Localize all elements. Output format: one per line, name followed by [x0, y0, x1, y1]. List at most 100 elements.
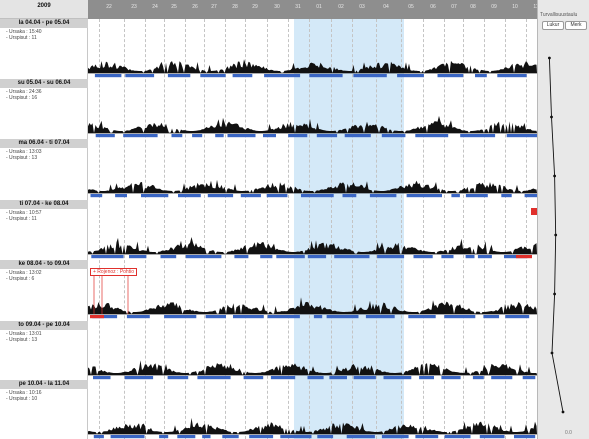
- day-gridline: [245, 19, 246, 439]
- sleep-segment: [222, 435, 239, 439]
- week-title: pe 10.04 - la 11.04: [0, 380, 88, 389]
- week-label-1[interactable]: su 05.04 - su 06.04 - Ursaka : 24:36 - U…: [0, 79, 88, 137]
- sleep-segment: [307, 255, 327, 259]
- trend-point: [554, 233, 558, 237]
- sleep-segment: [124, 376, 154, 380]
- day-label: 29: [252, 4, 258, 10]
- week-activity-row[interactable]: [88, 260, 537, 319]
- sleep-segment: [263, 134, 276, 138]
- day-gridline: [145, 19, 146, 439]
- day-label: 04: [383, 4, 389, 10]
- sleep-segment: [197, 376, 231, 380]
- day-gridline: [505, 19, 506, 439]
- sleep-segment: [477, 255, 492, 259]
- sleep-segment: [243, 376, 264, 380]
- sleep-segment: [437, 74, 464, 78]
- sleep-segment: [200, 74, 226, 78]
- sleep-segment: [288, 134, 308, 138]
- day-gridline: [267, 19, 268, 439]
- week-stat-count: - Urspisut : 10: [6, 396, 38, 402]
- sleep-segment: [413, 255, 433, 259]
- week-label-4[interactable]: ke 08.04 - to 09.04 - Ursaka : 13:02 - U…: [0, 260, 88, 318]
- day-label: 08: [470, 4, 476, 10]
- week-label-0[interactable]: la 04.04 - pe 05.04 - Ursaka : 15:40 - U…: [0, 19, 88, 77]
- day-gridline: [526, 19, 527, 439]
- sleep-segment: [342, 194, 357, 198]
- day-gridline: [185, 19, 186, 439]
- sleep-segment: [264, 74, 301, 78]
- sleep-segment: [167, 74, 191, 78]
- event-annotation[interactable]: + Rojenoz : Pohtio: [90, 268, 137, 276]
- day-label: 09: [491, 4, 497, 10]
- sleep-segment: [192, 134, 203, 138]
- activity-silhouette: [88, 59, 537, 73]
- week-label-3[interactable]: ti 07.04 - ke 08.04 - Ursaka : 10:57 - U…: [0, 200, 88, 258]
- sleep-segment: [444, 315, 476, 319]
- sleep-segment: [93, 435, 104, 439]
- day-gridline: [288, 19, 289, 439]
- sleep-segment: [334, 255, 370, 259]
- day-label: 24: [152, 4, 158, 10]
- activity-graph: [88, 417, 537, 439]
- sleep-segment: [159, 435, 169, 439]
- trend-left-button[interactable]: Lukur: [542, 21, 564, 30]
- week-label-5[interactable]: to 09.04 - pe 10.04 - Ursaka : 13:01 - U…: [0, 321, 88, 379]
- sleep-segment: [93, 376, 111, 380]
- day-label: 30: [274, 4, 280, 10]
- sleep-segment: [202, 435, 211, 439]
- sleep-segment: [167, 376, 189, 380]
- sleep-segment: [90, 194, 103, 198]
- day-gridline: [423, 19, 424, 439]
- activity-silhouette: [88, 360, 537, 375]
- sleep-segment: [178, 194, 201, 198]
- sleep-segment: [125, 74, 155, 78]
- week-stat-count: - Urspisut : 11: [6, 35, 37, 41]
- activity-graph: [88, 237, 537, 259]
- sleep-segment: [307, 376, 324, 380]
- sleep-segment: [504, 255, 528, 259]
- sleep-segment: [240, 194, 261, 198]
- sleep-segment: [280, 435, 312, 439]
- week-activity-row[interactable]: [88, 79, 537, 138]
- day-gridline: [309, 19, 310, 439]
- sleep-segment: [381, 134, 406, 138]
- sleep-segment: [524, 194, 537, 198]
- sleep-segment: [522, 376, 536, 380]
- week-activity-row[interactable]: [88, 200, 537, 259]
- trend-right-button[interactable]: Merk: [565, 21, 587, 30]
- week-activity-row[interactable]: [88, 321, 537, 380]
- sleep-segment: [365, 315, 395, 319]
- week-activity-row[interactable]: [88, 380, 537, 439]
- week-stat-count: - Urspisut : 13: [6, 155, 38, 161]
- sleep-segment: [316, 134, 338, 138]
- day-gridline: [401, 19, 402, 439]
- week-stat-count: - Urspisut : 13: [6, 337, 38, 343]
- sleep-segment: [185, 255, 222, 259]
- sleep-segment: [267, 315, 300, 319]
- sleep-segment: [329, 376, 347, 380]
- sleep-segment: [270, 376, 296, 380]
- week-label-2[interactable]: ma 06.04 - ti 07.04 - Ursaka : 13:03 - U…: [0, 139, 88, 197]
- sleep-segment: [346, 435, 375, 439]
- week-stat-count: - Urspisut : 6: [6, 276, 35, 282]
- week-label-6[interactable]: pe 10.04 - la 11.04 - Ursaka : 10:16 - U…: [0, 380, 88, 438]
- trend-point: [553, 292, 556, 296]
- sleep-segment: [232, 74, 253, 78]
- sleep-segment: [397, 74, 424, 78]
- sleep-segment: [234, 255, 249, 259]
- week-activity-row[interactable]: [88, 19, 537, 78]
- sleep-segment: [460, 134, 496, 138]
- trend-bottom-value: 0.0: [565, 430, 572, 436]
- activity-timeline[interactable]: 22 23 24 25 26 27 28 29 30 31 01 02 03 04 05 06 07 08 09 10…: [88, 0, 537, 439]
- day-gridline: [225, 19, 226, 439]
- sleep-segment: [129, 255, 147, 259]
- week-activity-row[interactable]: [88, 139, 537, 198]
- trend-point: [550, 351, 554, 355]
- sleep-segment: [205, 315, 226, 319]
- sleep-segment: [497, 74, 527, 78]
- alert-marker[interactable]: [531, 208, 537, 215]
- sleep-segment: [313, 315, 323, 319]
- sleep-segment: [369, 194, 397, 198]
- trend-panel-title: Turvallisuustaulu: [540, 12, 578, 18]
- sleep-segment: [126, 315, 150, 319]
